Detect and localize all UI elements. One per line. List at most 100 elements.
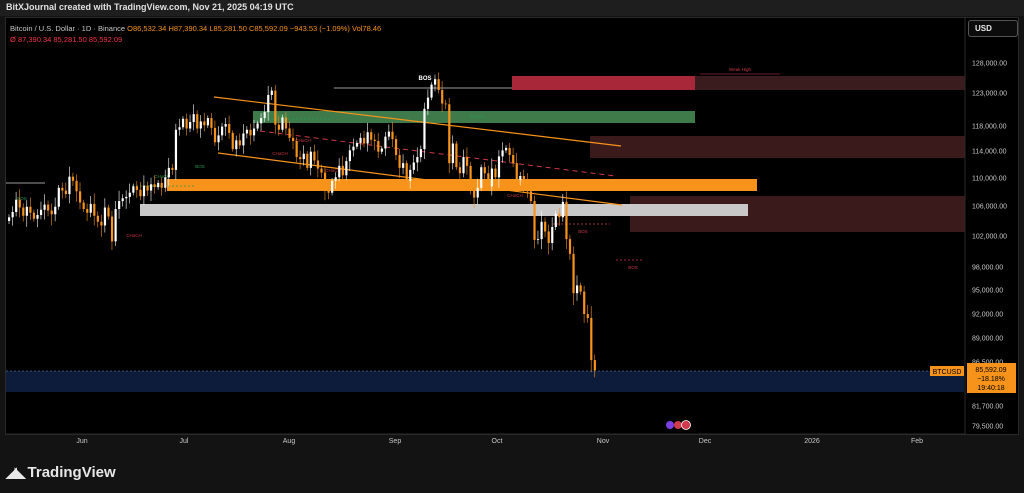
candle-body — [306, 153, 309, 168]
gray-order-block — [140, 204, 748, 216]
candle-body — [544, 221, 547, 232]
candle-body — [519, 175, 522, 181]
candle-body — [270, 90, 273, 95]
candle-body — [50, 210, 53, 215]
candle-body — [231, 132, 234, 150]
time-tick-label: Sep — [389, 438, 402, 445]
candle-body — [110, 216, 114, 242]
price-tick-label: 106,000.00 — [972, 204, 1007, 211]
time-tick-label: Feb — [911, 438, 923, 445]
candle-body — [8, 217, 11, 221]
footer — [0, 452, 1024, 493]
annotation-choch-4: CHoCH — [325, 168, 341, 173]
candle-body — [238, 140, 241, 146]
candle-body — [345, 161, 348, 176]
tradingview-brand-text: TradingView — [27, 464, 116, 481]
tradingview-logo[interactable]: ◢◣ TradingView — [6, 464, 116, 481]
candle-body — [107, 207, 110, 217]
candle-body — [18, 199, 21, 208]
candle-body — [536, 239, 540, 240]
candle-body — [295, 141, 298, 158]
candle-body — [547, 231, 550, 243]
candle-body — [380, 148, 383, 152]
candle-body — [494, 168, 497, 178]
candle-body — [150, 184, 153, 191]
candle-body — [419, 149, 422, 158]
price-tick-label: 79,500.00 — [972, 424, 1003, 431]
chart-title: BitXJournal created with TradingView.com… — [6, 2, 294, 12]
candle-body — [61, 187, 64, 191]
channel-lower-line — [217, 152, 623, 206]
candle-body — [462, 157, 465, 174]
ohlc-low: L85,281.50 — [209, 24, 247, 33]
candle-body — [526, 182, 529, 192]
candle-body — [448, 104, 451, 164]
candle-body — [103, 207, 107, 226]
candle-body — [54, 206, 57, 215]
candle-body — [426, 97, 430, 109]
weak-high-zone — [512, 76, 695, 90]
candle-body — [522, 175, 525, 183]
time-tick-label: Aug — [283, 438, 296, 445]
currency-button[interactable]: USD — [968, 20, 1018, 37]
candle-body — [402, 163, 405, 168]
price-badge-symbol-bg — [930, 366, 964, 376]
candle-body — [490, 168, 493, 187]
annotation-choch-7: CHoCH — [273, 113, 289, 118]
candle-body — [355, 142, 359, 147]
candle-body — [174, 129, 178, 170]
candle-body — [213, 127, 217, 143]
candle-body — [334, 177, 337, 181]
event-icon-2[interactable] — [674, 421, 682, 429]
candle-body — [313, 151, 316, 161]
candle-body — [125, 196, 128, 199]
candle-body — [302, 153, 305, 160]
candle-body — [561, 201, 564, 218]
candle-body — [483, 167, 486, 174]
candle-body — [160, 182, 163, 188]
candle-body — [57, 187, 60, 207]
candle-body — [465, 157, 469, 166]
candle-body — [86, 209, 89, 213]
event-icons[interactable] — [666, 420, 691, 430]
candle-body — [68, 176, 71, 195]
price-badge-box — [967, 363, 1016, 393]
tradingview-logo-icon: ◢◣ — [6, 464, 25, 480]
candle-body — [434, 79, 437, 85]
candle-body — [316, 160, 320, 169]
candle-body — [32, 212, 36, 219]
candle-body — [412, 162, 415, 170]
candle-body — [93, 203, 96, 216]
candle-body — [206, 118, 209, 126]
event-icon-1[interactable] — [666, 421, 674, 429]
candle-body — [185, 118, 188, 129]
candle-body — [437, 79, 440, 90]
candle-body — [64, 190, 67, 195]
candle-body — [210, 118, 213, 128]
title-bar: BitXJournal created with TradingView.com… — [0, 0, 1024, 16]
dark-red-supply-zone — [590, 136, 965, 158]
candle-body — [128, 192, 131, 197]
candle-body — [277, 124, 280, 130]
candle-body — [338, 165, 341, 178]
symbol-name: Bitcoin / U.S. Dollar · 1D · Binance — [10, 24, 126, 33]
candle-body — [47, 204, 50, 211]
indicator-legend: Ø 87,390.34 85,281.50 85,592.09 — [10, 35, 122, 44]
candle-body — [359, 137, 362, 143]
candle-body — [352, 146, 355, 151]
candle-body — [118, 201, 121, 209]
price-tick-label: 114,000.00 — [972, 149, 1007, 156]
price-axis: 128,000.00 123,000.00 118,000.00 114,000.00… — [972, 61, 1007, 431]
candle-body — [394, 139, 398, 156]
time-tick-label: Oct — [492, 438, 503, 445]
price-tick-label: 98,000.00 — [972, 265, 1003, 272]
candle-body — [217, 135, 220, 143]
annotation-bos-mid: BOS — [195, 164, 205, 169]
candle-body — [263, 112, 266, 119]
event-icon-3[interactable] — [681, 420, 691, 430]
candle-body — [245, 129, 249, 134]
candle-body — [341, 165, 344, 176]
candle-body — [505, 147, 508, 151]
annotation-choch-8: CHoCH — [295, 138, 311, 143]
